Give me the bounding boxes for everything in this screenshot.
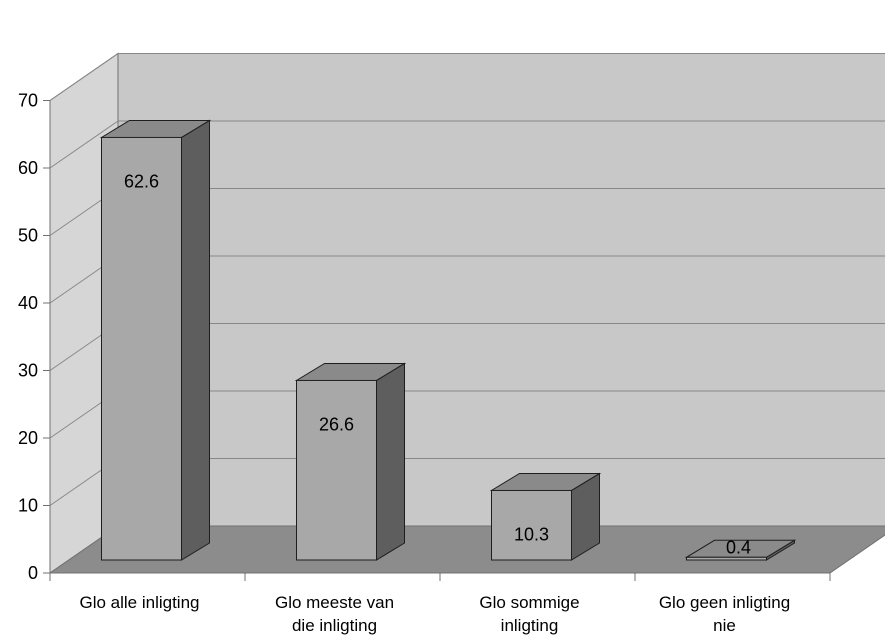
bar bbox=[99, 119, 212, 561]
y-tick-label: 0 bbox=[28, 563, 38, 583]
back-wall bbox=[117, 53, 885, 527]
floor bbox=[48, 525, 885, 574]
chart-floor bbox=[48, 525, 885, 574]
y-axis-ticks: 0 10 20 30 40 50 60 70 bbox=[18, 91, 50, 583]
bars bbox=[99, 119, 797, 561]
y-tick-label: 70 bbox=[18, 91, 38, 111]
data-label: 0.4 bbox=[726, 537, 751, 557]
bar-front bbox=[101, 136, 182, 561]
category-label-line: die inligting bbox=[292, 616, 377, 635]
y-tick-label: 40 bbox=[18, 293, 38, 313]
category-labels: Glo alle inligting Glo meeste van die inli… bbox=[79, 593, 790, 635]
data-label: 10.3 bbox=[514, 524, 549, 544]
y-tick-label: 10 bbox=[18, 496, 38, 516]
category-label-line: nie bbox=[713, 616, 736, 635]
y-tick-label: 20 bbox=[18, 428, 38, 448]
bar bbox=[294, 362, 407, 561]
y-tick-label: 50 bbox=[18, 226, 38, 246]
category-label: Glo alle inligting bbox=[79, 593, 199, 612]
side-gridline bbox=[49, 120, 119, 169]
category-label-line: Glo geen inligting bbox=[659, 593, 790, 612]
category-label-line: Glo meeste van bbox=[275, 593, 394, 612]
data-labels: 62.6 26.6 10.3 0.4 bbox=[124, 171, 751, 557]
category-label-line: Glo alle inligting bbox=[79, 593, 199, 612]
category-label: Glo meeste van die inligting bbox=[275, 593, 394, 635]
category-label: Glo sommige inligting bbox=[479, 593, 579, 635]
data-label: 62.6 bbox=[124, 171, 159, 191]
bar-front bbox=[296, 379, 377, 561]
x-axis-ticks bbox=[49, 573, 831, 581]
bar-front bbox=[491, 489, 572, 561]
bar-side bbox=[181, 119, 210, 561]
category-label-line: inligting bbox=[501, 616, 559, 635]
bar-front bbox=[686, 556, 767, 561]
category-label-line: Glo sommige bbox=[479, 593, 579, 612]
y-tick-label: 30 bbox=[18, 361, 38, 381]
bar-side bbox=[376, 362, 405, 561]
category-label: Glo geen inligting nie bbox=[659, 593, 790, 635]
y-tick-label: 60 bbox=[18, 158, 38, 178]
data-label: 26.6 bbox=[319, 414, 354, 434]
side-gridline bbox=[49, 53, 119, 101]
bar bbox=[489, 472, 602, 561]
bar bbox=[684, 539, 797, 561]
